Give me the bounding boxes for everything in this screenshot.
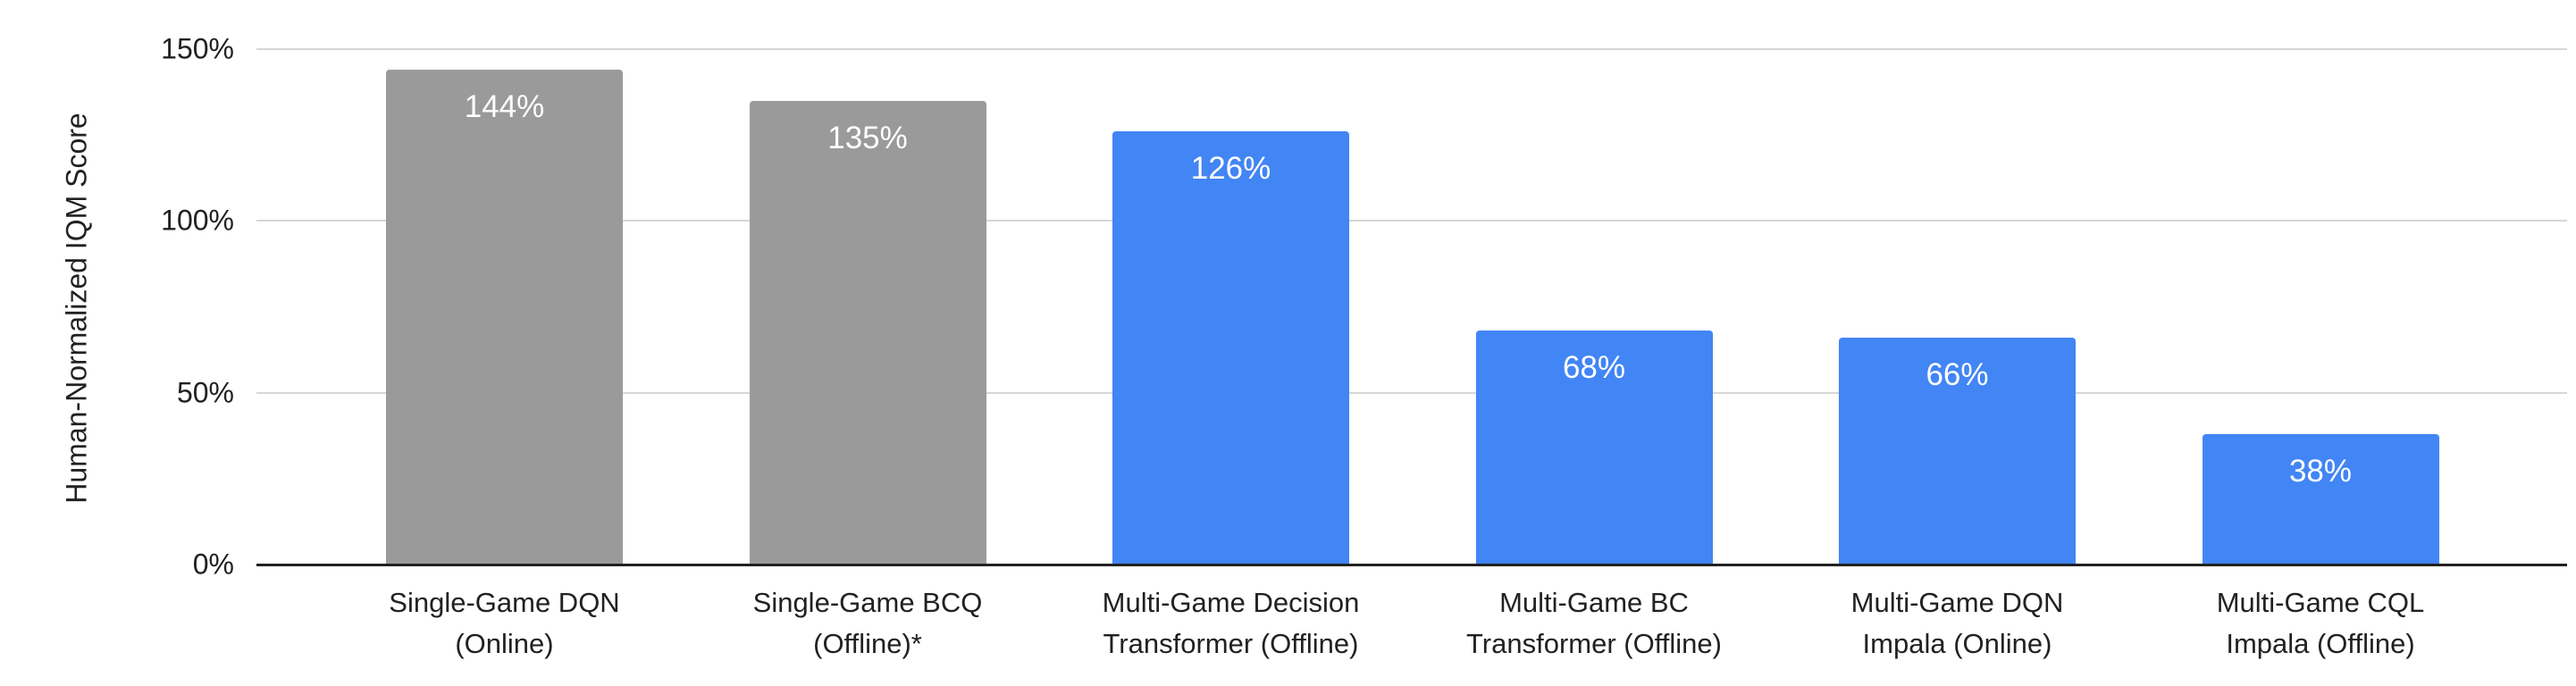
y-tick-label: 100% <box>161 204 234 237</box>
x-category-label-line: Transformer (Offline) <box>1466 628 1722 659</box>
gridline <box>256 391 2567 394</box>
gridline <box>256 220 2567 222</box>
bar: 144% <box>386 70 623 565</box>
x-category-label-line: Single-Game BCQ <box>752 587 983 618</box>
x-category-label-line: Transformer (Offline) <box>1103 628 1359 659</box>
y-tick-label: 150% <box>161 32 234 65</box>
x-category-label-line: (Offline)* <box>813 628 922 659</box>
bar: 135% <box>749 100 986 565</box>
x-category-label-line: Multi-Game DQN <box>1850 587 2064 618</box>
bar-value-label: 38% <box>2288 453 2353 489</box>
plot-area: 144% 135% 126% 68% 66% 38% <box>256 48 2567 566</box>
bar: 66% <box>1839 338 2076 565</box>
x-category-label-line: Multi-Game BC <box>1499 587 1689 618</box>
x-category-label-line: Multi-Game CQL <box>2216 587 2425 618</box>
x-category-label: Multi-Game DQN Impala (Online) <box>1761 582 2154 665</box>
bar-value-label: 68% <box>1562 350 1626 386</box>
bar-value-label: 144% <box>464 89 545 125</box>
x-category-label-line: Single-Game DQN <box>389 587 620 618</box>
x-category-label: Multi-Game BC Transformer (Offline) <box>1397 582 1791 665</box>
x-category-label-line: Impala (Online) <box>1862 628 2052 659</box>
y-tick-label: 0% <box>192 548 234 581</box>
bar-value-label: 66% <box>1926 357 1989 393</box>
bar-value-label: 135% <box>827 120 908 155</box>
x-category-label: Single-Game DQN (Online) <box>308 582 701 665</box>
x-category-label-line: (Online) <box>455 628 554 659</box>
x-category-label: Multi-Game CQL Impala (Offline) <box>2124 582 2517 665</box>
bar: 68% <box>1475 330 1713 565</box>
x-category-label: Multi-Game Decision Transformer (Offline) <box>1035 582 1428 665</box>
bar: 38% <box>2202 433 2439 565</box>
y-tick-label: 50% <box>176 376 234 409</box>
x-category-label-line: Multi-Game Decision <box>1102 587 1360 618</box>
bar-value-label: 126% <box>1190 151 1271 187</box>
x-axis-baseline <box>256 564 2567 566</box>
bar: 126% <box>1112 131 1349 565</box>
x-category-label: Single-Game BCQ (Offline)* <box>671 582 1064 665</box>
x-category-label-line: Impala (Offline) <box>2226 628 2415 659</box>
y-axis-title: Human-Normalized IQM Score <box>60 113 93 504</box>
gridline <box>256 48 2567 50</box>
